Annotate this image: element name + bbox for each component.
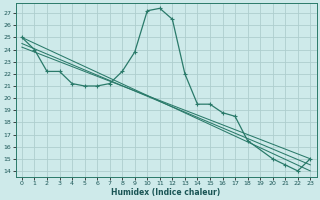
- X-axis label: Humidex (Indice chaleur): Humidex (Indice chaleur): [111, 188, 221, 197]
